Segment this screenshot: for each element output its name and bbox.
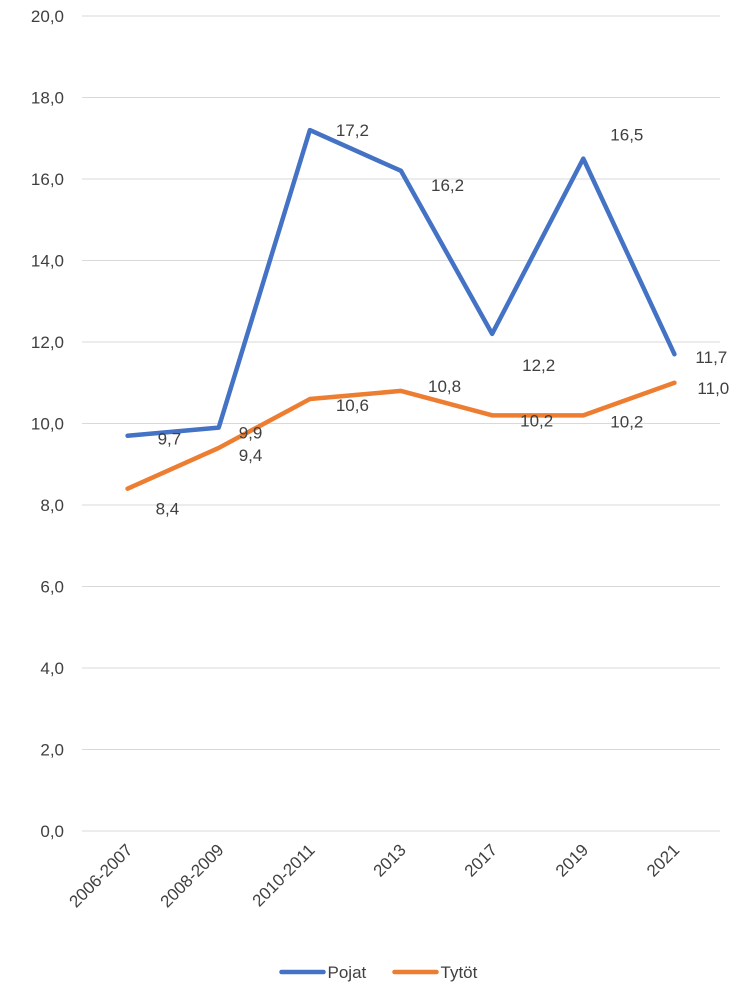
y-tick-label: 6,0 xyxy=(40,578,64,597)
y-tick-label: 12,0 xyxy=(31,333,64,352)
x-tick-label: 2006-2007 xyxy=(65,840,136,911)
series-line-pojat xyxy=(125,127,677,438)
legend: Pojat Tytöt xyxy=(279,963,478,982)
data-label: 9,9 xyxy=(239,424,263,443)
x-tick-label: 2013 xyxy=(370,840,410,880)
data-label: 10,6 xyxy=(336,396,369,415)
y-tick-label: 10,0 xyxy=(31,415,64,434)
gridlines xyxy=(82,15,720,832)
x-axis-tick-labels: 2006-2007 2008-2009 2010-2011 2013 2017 2019 2… xyxy=(65,840,683,911)
legend-label: Tytöt xyxy=(441,963,478,982)
y-tick-label: 2,0 xyxy=(40,741,64,760)
y-tick-label: 20,0 xyxy=(31,7,64,26)
y-tick-label: 18,0 xyxy=(31,89,64,108)
x-tick-label: 2021 xyxy=(643,840,683,880)
series-lines xyxy=(125,127,677,491)
data-label: 16,5 xyxy=(610,126,643,145)
data-label: 16,2 xyxy=(431,176,464,195)
y-tick-label: 16,0 xyxy=(31,170,64,189)
x-tick-label: 2008-2009 xyxy=(157,840,228,911)
data-label: 9,7 xyxy=(158,430,182,449)
data-label: 8,4 xyxy=(156,500,180,519)
data-labels: 9,7 9,9 17,2 16,2 12,2 16,5 11,7 8,4 9,4 10,6 10,8… xyxy=(156,121,730,519)
data-label: 11,7 xyxy=(695,348,727,367)
y-tick-label: 14,0 xyxy=(31,252,64,271)
data-label: 11,0 xyxy=(697,379,729,398)
legend-label: Pojat xyxy=(328,963,367,982)
x-tick-label: 2019 xyxy=(552,840,592,880)
data-label: 17,2 xyxy=(336,121,369,140)
data-label: 9,4 xyxy=(239,446,263,465)
y-axis-tick-labels: 0,0 2,0 4,0 6,0 8,0 10,0 12,0 14,0 16,0 18,0 20,0 xyxy=(31,7,64,841)
data-label: 10,2 xyxy=(520,411,553,430)
y-tick-label: 4,0 xyxy=(40,659,64,678)
data-label: 10,8 xyxy=(428,377,461,396)
x-tick-label: 2017 xyxy=(461,840,501,880)
data-label: 12,2 xyxy=(522,356,555,375)
x-tick-label: 2010-2011 xyxy=(249,840,319,910)
y-tick-label: 8,0 xyxy=(40,496,64,515)
series-line-tyt-t xyxy=(125,380,677,491)
y-tick-label: 0,0 xyxy=(40,822,64,841)
data-label: 10,2 xyxy=(610,412,643,431)
